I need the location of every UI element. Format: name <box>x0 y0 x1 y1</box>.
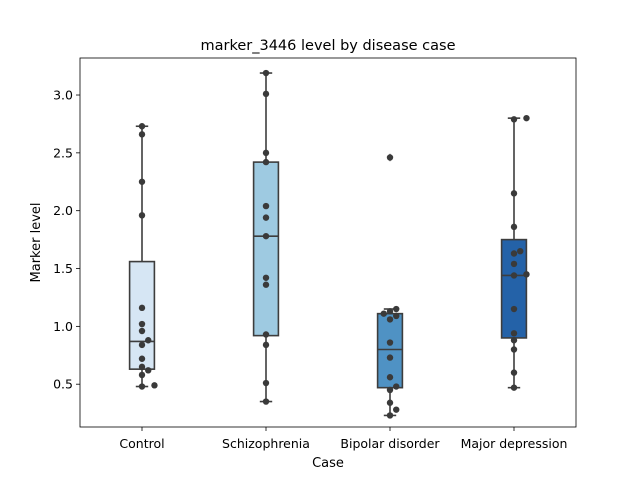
data-point <box>386 339 394 346</box>
data-point <box>138 131 146 138</box>
box <box>128 260 156 370</box>
data-point <box>386 374 394 381</box>
x-axis: Control Schizophrenia Bipolar disorder Majo… <box>119 427 567 451</box>
data-point <box>517 247 524 255</box>
data-point <box>510 272 518 279</box>
y-tick-label: 1.5 <box>53 261 73 276</box>
data-point <box>262 90 270 98</box>
y-tick-label: 1.0 <box>53 319 73 334</box>
data-point <box>262 69 270 77</box>
points-layer <box>138 69 530 419</box>
plot-background <box>80 58 576 427</box>
data-point <box>510 346 518 353</box>
data-point <box>138 363 146 371</box>
data-point <box>393 312 400 320</box>
data-point <box>138 212 146 219</box>
data-point <box>393 383 400 390</box>
data-point <box>138 383 146 390</box>
data-point <box>262 379 270 387</box>
data-point <box>510 384 518 391</box>
data-point <box>262 214 270 221</box>
data-point <box>510 337 518 344</box>
y-tick-label: 2.0 <box>53 203 73 218</box>
y-axis-label: Marker level <box>29 203 44 283</box>
data-point <box>393 406 400 413</box>
y-axis: 0.5 1.0 1.5 2.0 2.5 3.0 <box>53 88 80 392</box>
y-tick-label: 3.0 <box>53 88 73 103</box>
y-tick-label: 0.5 <box>53 377 73 392</box>
data-point <box>138 320 146 328</box>
data-point <box>262 232 270 240</box>
data-point <box>510 116 518 123</box>
x-tick-label: Control <box>119 436 164 451</box>
data-point <box>386 412 394 419</box>
data-point <box>145 337 152 344</box>
data-point <box>393 305 400 313</box>
data-point <box>510 190 518 197</box>
box <box>252 161 280 337</box>
data-point <box>262 331 270 338</box>
data-point <box>386 386 394 394</box>
data-point <box>510 250 518 257</box>
data-point <box>262 341 270 349</box>
data-point <box>386 399 394 406</box>
data-point <box>138 341 146 349</box>
data-point <box>138 355 146 362</box>
data-point <box>138 327 146 335</box>
x-tick-label: Bipolar disorder <box>340 436 440 451</box>
data-point <box>523 271 530 278</box>
data-point <box>510 305 518 313</box>
data-point <box>262 202 270 210</box>
data-point <box>510 223 518 231</box>
x-axis-label: Case <box>312 456 344 471</box>
data-point <box>145 367 152 374</box>
data-point <box>510 330 518 337</box>
chart-title: marker_3446 level by disease case <box>201 38 456 54</box>
data-point <box>510 369 518 376</box>
data-point <box>510 260 518 268</box>
x-tick-label: Schizophrenia <box>222 436 310 451</box>
data-point <box>262 281 270 288</box>
data-point <box>386 154 394 161</box>
data-point <box>386 308 394 315</box>
data-point <box>138 371 146 379</box>
data-point <box>151 382 158 389</box>
data-point <box>262 158 270 166</box>
data-point <box>138 178 146 185</box>
data-point <box>386 316 394 323</box>
data-point <box>386 354 394 361</box>
plot-frame <box>79 57 577 428</box>
data-point <box>262 274 270 281</box>
data-point <box>380 310 387 317</box>
data-point <box>523 114 530 122</box>
x-tick-label: Major depression <box>461 436 568 451</box>
data-point <box>138 123 146 130</box>
data-point <box>262 398 270 405</box>
y-tick-label: 2.5 <box>53 145 73 160</box>
data-point <box>262 149 270 157</box>
data-point <box>138 304 146 312</box>
